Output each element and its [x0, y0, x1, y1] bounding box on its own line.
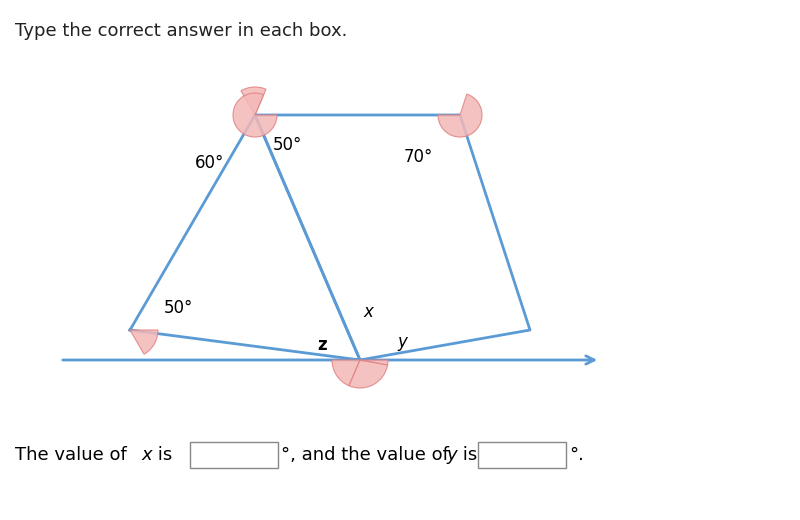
Text: 70°: 70° — [403, 148, 433, 166]
FancyBboxPatch shape — [478, 442, 566, 468]
Text: 50°: 50° — [272, 136, 302, 154]
Text: °, and the value of: °, and the value of — [281, 446, 454, 464]
Text: z: z — [317, 336, 327, 354]
Text: The value of: The value of — [15, 446, 133, 464]
Text: Type the correct answer in each box.: Type the correct answer in each box. — [15, 22, 347, 40]
Wedge shape — [130, 330, 158, 354]
Text: x: x — [363, 303, 373, 321]
Wedge shape — [438, 94, 482, 137]
FancyBboxPatch shape — [190, 442, 278, 468]
Text: is: is — [457, 446, 478, 464]
Text: y: y — [446, 446, 457, 464]
Text: is: is — [152, 446, 172, 464]
Text: y: y — [397, 333, 407, 351]
Wedge shape — [332, 360, 360, 386]
Text: 50°: 50° — [163, 299, 193, 317]
Wedge shape — [349, 360, 387, 388]
Text: 60°: 60° — [195, 154, 225, 172]
Wedge shape — [360, 360, 388, 365]
Wedge shape — [233, 93, 277, 137]
Wedge shape — [241, 87, 266, 115]
Text: x: x — [141, 446, 152, 464]
Text: °.: °. — [569, 446, 584, 464]
